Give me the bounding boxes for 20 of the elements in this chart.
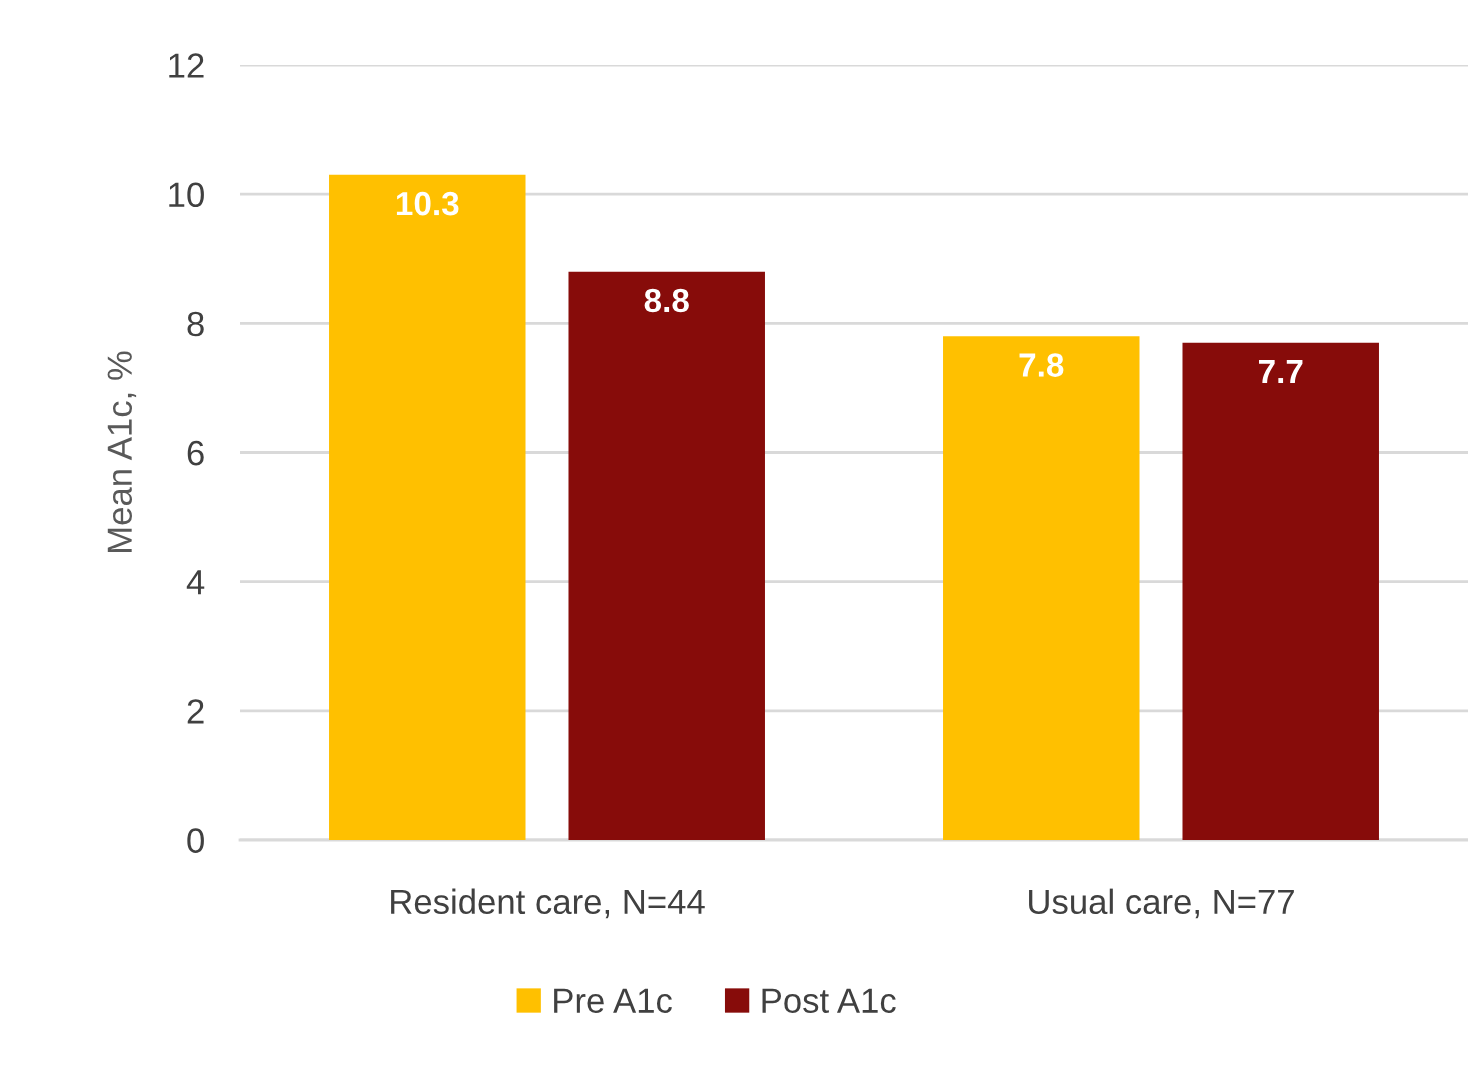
y-tick-label: 0 <box>187 828 204 853</box>
data-label: 8.8 <box>644 288 689 313</box>
bar <box>1182 342 1379 840</box>
y-tick-label: 10 <box>169 182 204 208</box>
bar <box>943 336 1140 840</box>
data-label: 7.8 <box>1019 353 1064 377</box>
y-tick-label: 2 <box>187 699 204 724</box>
y-tick-label: 8 <box>187 311 204 337</box>
legend-label: Post A1c <box>762 988 896 1013</box>
data-label: 10.3 <box>396 191 459 216</box>
x-tick-label: Usual care, N=77 <box>1029 888 1294 919</box>
y-tick-label: 6 <box>187 440 204 466</box>
legend-label: Pre A1c <box>554 988 672 1013</box>
bar <box>568 271 765 840</box>
y-tick-label: 4 <box>186 570 205 595</box>
y-axis-title: Mean A1c, % <box>107 351 137 552</box>
bar <box>329 174 526 840</box>
data-label: 7.7 <box>1259 360 1303 384</box>
y-tick-label: 12 <box>169 53 204 78</box>
x-tick-label: Resident care, N=44 <box>391 888 705 919</box>
